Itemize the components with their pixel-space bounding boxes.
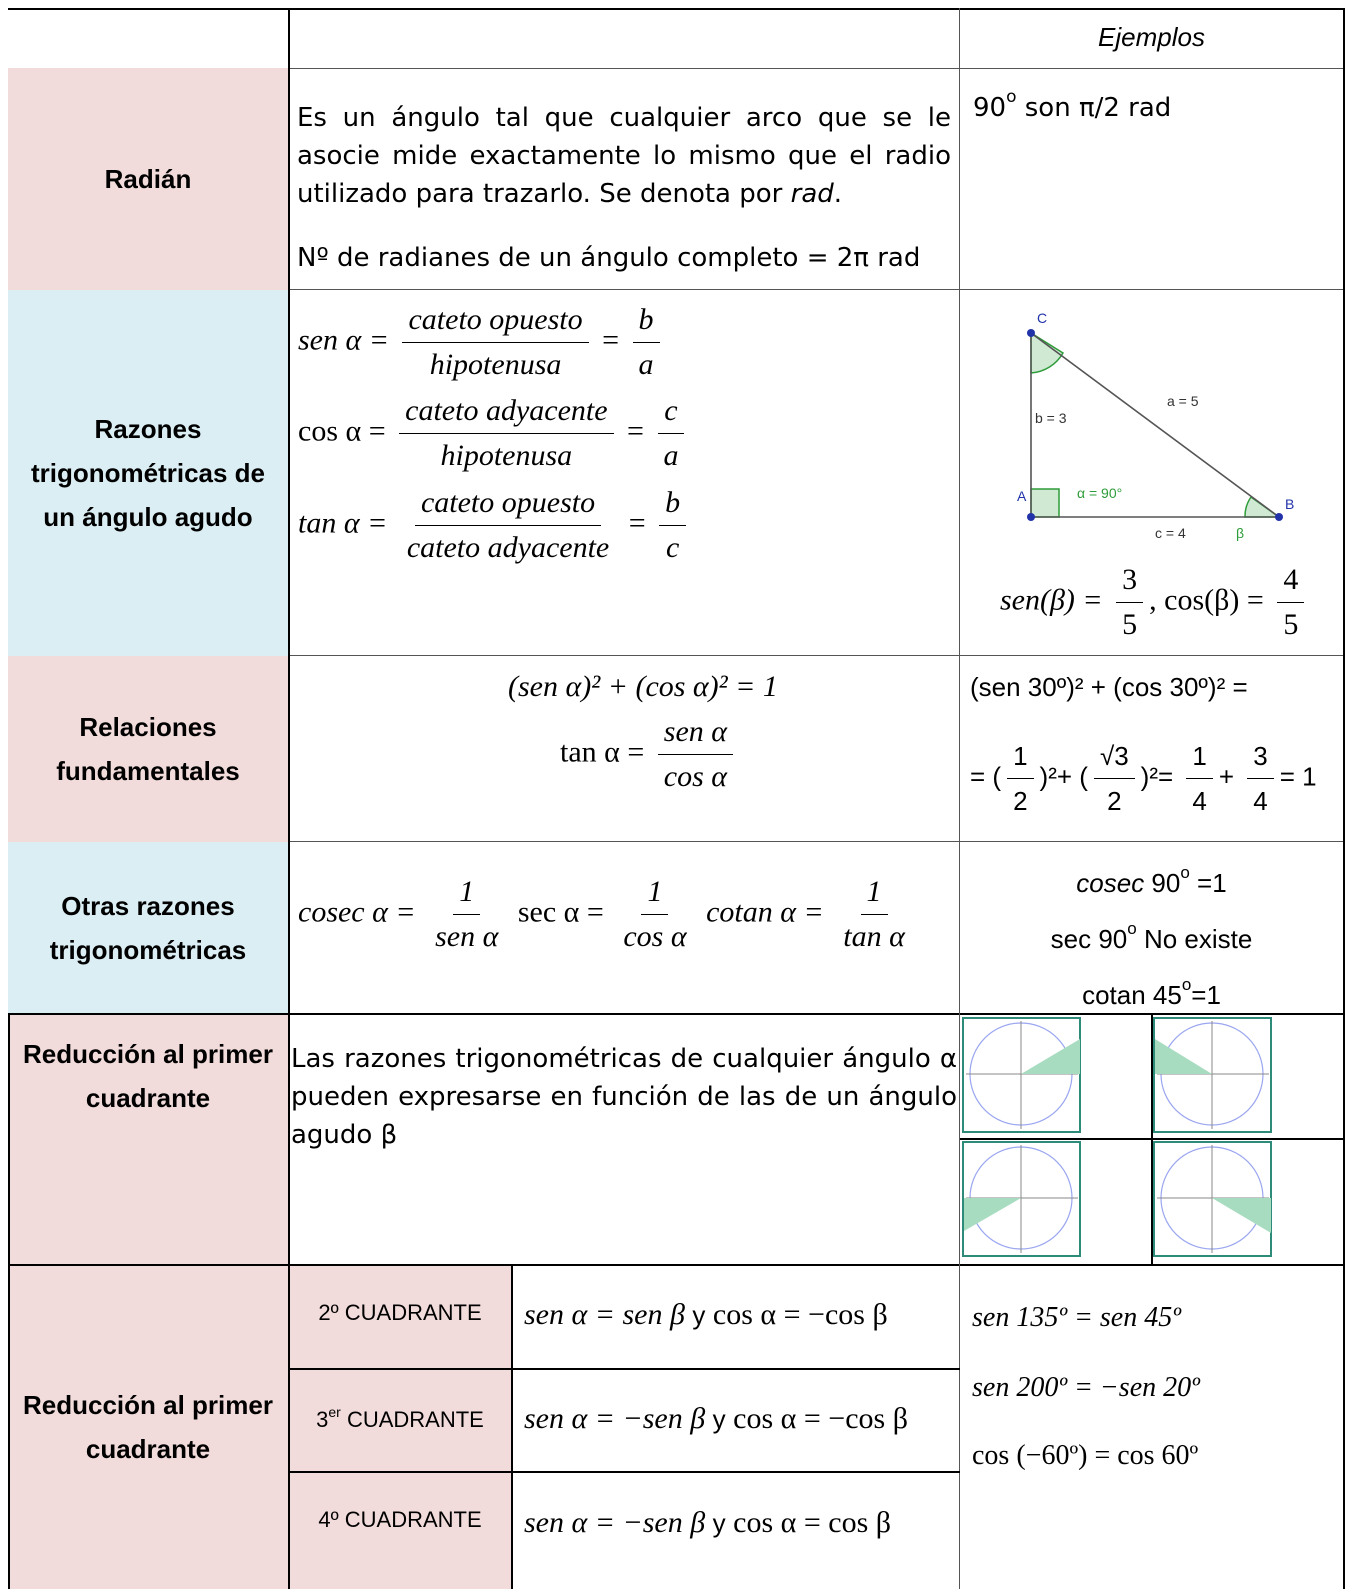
circle-quadrant-1 [962, 1017, 1081, 1133]
formula-pythagoras: (sen α)² + (cos α)² = 1 [508, 670, 778, 703]
q4-bg [289, 1472, 511, 1589]
point-b [1275, 513, 1283, 521]
otras-examples: cosec 90o =1 sec 90o No existe cotan 45o… [1050, 863, 1253, 1010]
row-title-reduccion-2: Reducción al primer cuadrante [23, 1390, 273, 1464]
right-triangle-figure: C A B a = 5 b = 3 c = 4 α = 90° β [1017, 310, 1294, 541]
relaciones-title-bg [8, 656, 288, 842]
label-side-b: b = 3 [1035, 410, 1067, 426]
label-beta: β [1236, 525, 1244, 541]
point-c [1027, 329, 1035, 337]
relaciones-example-1: (sen 30º)² + (cos 30º)² = [970, 672, 1248, 702]
circle-quadrant-2 [1153, 1017, 1272, 1133]
point-a [1027, 513, 1035, 521]
otras-title-bg [8, 842, 288, 1014]
row-title-otras: Otras razones trigonométricas [49, 891, 247, 965]
row-title-reduccion-1: Reducción al primer cuadrante [23, 1039, 273, 1113]
formula-tan: tan α = cateto opuesto cateto adyacente =… [298, 483, 692, 568]
label-side-c: c = 4 [1155, 525, 1186, 541]
relaciones-example-2: = (1 2)²+ (√3 2)²= 1 4 + 3 4 = 1 [970, 736, 1317, 821]
q3-bg [289, 1369, 511, 1471]
radian-desc-end: . [833, 179, 843, 209]
reduccion-description: Las razones trigonométricas de cualquier… [291, 1044, 957, 1150]
row-title-razones: Razones trigonométricas de un ángulo agu… [30, 414, 266, 532]
label-side-a: a = 5 [1167, 393, 1199, 409]
razones-title-bg [8, 290, 288, 656]
label-c: C [1037, 310, 1047, 326]
radian-example: 90o son π/2 rad [973, 87, 1172, 123]
formula-tan-ratio: tan α = sen α cos α [560, 712, 739, 797]
row-title-relaciones: Relaciones fundamentales [56, 712, 240, 786]
label-3rd-quadrant: 3er CUADRANTE [316, 1404, 484, 1432]
radian-desc-text: Es un ángulo tal que cualquier arco que … [297, 103, 951, 209]
label-alpha: α = 90° [1077, 485, 1122, 501]
label-b: B [1285, 496, 1294, 512]
reduccion-example-2: sen 200º = −sen 20º [972, 1372, 1200, 1403]
reduccion-example-3: cos (−60º) = cos 60º [972, 1440, 1199, 1471]
formula-reciprocals: cosec α = 1 sen α sec α = 1 cos α cotan α … [298, 872, 917, 957]
label-2nd-quadrant: 2º CUADRANTE [318, 1300, 482, 1325]
formula-2nd-quadrant: sen α = sen β y cos α = −cos β [524, 1298, 888, 1331]
circle-quadrant-3 [962, 1141, 1081, 1257]
formula-3rd-quadrant: sen α = −sen β y cos α = −cos β [524, 1402, 908, 1435]
label-a: A [1017, 488, 1027, 504]
label-4th-quadrant: 4º CUADRANTE [318, 1507, 482, 1532]
reduccion2-title-bg [8, 1265, 288, 1589]
right-angle-mark [1030, 488, 1060, 518]
radian-description: Es un ángulo tal que cualquier arco que … [297, 99, 951, 213]
circle-quadrant-4 [1153, 1141, 1272, 1257]
reduccion1-title-bg [8, 1014, 288, 1265]
formula-4th-quadrant: sen α = −sen β y cos α = cos β [524, 1506, 892, 1539]
radian-title-bg [8, 68, 288, 290]
column-header-ejemplos: Ejemplos [1098, 22, 1205, 52]
row-title-radian: Radián [104, 164, 192, 194]
radian-description-2: Nº de radianes de un ángulo completo = 2… [297, 243, 921, 273]
q2-bg [289, 1266, 511, 1368]
radian-desc-rad: rad [790, 179, 834, 209]
reduccion-example-1: sen 135º = sen 45º [972, 1302, 1181, 1333]
